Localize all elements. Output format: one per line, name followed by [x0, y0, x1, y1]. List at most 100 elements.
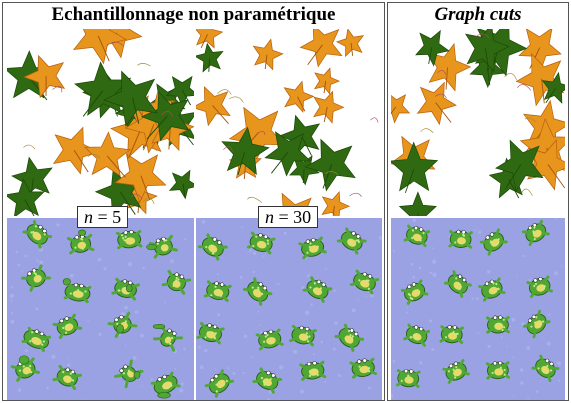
frog: [485, 360, 510, 380]
leaves-synthesis-n30: [196, 29, 382, 216]
twig: [420, 128, 434, 134]
orange-leaf: [416, 81, 457, 126]
frog: [349, 269, 380, 295]
frog: [161, 269, 192, 295]
orange-leaf: [84, 131, 132, 178]
frog: [448, 229, 473, 249]
frog: [196, 321, 225, 345]
leaves-texture-image: [196, 29, 382, 216]
label-n5-value: 5: [112, 207, 122, 227]
orange-leaf: [391, 94, 411, 124]
twig: [257, 131, 266, 135]
label-n30-variable: n: [265, 207, 274, 227]
frog: [439, 325, 464, 344]
frog: [252, 367, 283, 394]
green-leaf: [495, 139, 544, 193]
green-leaf: [304, 138, 356, 192]
frog: [67, 233, 95, 255]
frogs-synthesis-n30: [196, 218, 382, 400]
frog: [203, 280, 232, 302]
frogs-graph-cuts: [391, 218, 565, 400]
green-leaf: [103, 70, 158, 127]
twig: [229, 96, 244, 103]
frog: [111, 277, 140, 301]
frog: [442, 359, 470, 384]
frog: [336, 227, 367, 255]
frog: [298, 236, 327, 260]
green-leaf: [196, 42, 224, 73]
twig: [110, 41, 124, 46]
label-n5-variable: n: [84, 207, 93, 227]
green-leaf: [464, 29, 510, 73]
twig: [475, 33, 490, 39]
twig: [52, 86, 63, 93]
twig: [517, 84, 531, 91]
graph-cuts-title: Graph cuts: [434, 4, 522, 25]
orange-leaf: [321, 190, 351, 216]
frogs-texture-image: [7, 218, 194, 400]
frog: [115, 230, 143, 250]
frog-fragment: [116, 324, 124, 334]
orange-leaf: [313, 90, 345, 124]
frogs-texture-image: [196, 218, 382, 400]
leaves-graph-cuts: [391, 29, 565, 216]
orange-leaf: [196, 85, 231, 127]
frog: [521, 219, 550, 246]
frog: [299, 360, 327, 381]
orange-leaf: [23, 54, 66, 99]
frog: [395, 368, 421, 388]
green-leaf: [264, 131, 311, 177]
twig: [161, 110, 173, 117]
frog: [523, 309, 551, 339]
frog-fragment: [78, 229, 87, 236]
green-leaf: [541, 71, 565, 104]
label-n30: n = 30: [258, 206, 319, 228]
leaves-texture-image: [391, 29, 565, 216]
twig: [521, 188, 533, 197]
frog: [204, 369, 235, 398]
frog: [302, 276, 333, 303]
frog-fragment: [125, 284, 133, 293]
frog: [107, 311, 138, 338]
orange-leaf: [114, 152, 167, 204]
green-leaf: [398, 191, 437, 216]
frogs-synthesis-n5: [7, 218, 194, 400]
twig: [223, 146, 233, 153]
twig: [324, 171, 338, 175]
orange-leaf: [252, 38, 284, 71]
orange-leaf: [72, 29, 127, 65]
frog: [246, 231, 276, 255]
frog-fragment: [133, 370, 141, 379]
frog-fragment: [18, 355, 30, 365]
frogs-texture-image: [391, 218, 565, 400]
green-leaf: [165, 75, 194, 108]
orange-leaf: [335, 29, 365, 58]
frog-fragment: [62, 278, 71, 286]
frog: [255, 328, 284, 351]
frog-fragment: [152, 323, 166, 330]
frog: [478, 277, 506, 302]
twig: [131, 193, 143, 200]
twig: [504, 72, 517, 81]
green-leaf: [140, 90, 190, 142]
leaves-texture-image: [7, 29, 194, 216]
frog: [197, 233, 228, 261]
twig: [349, 192, 362, 197]
green-leaf: [391, 141, 439, 194]
frog: [526, 275, 553, 299]
frog: [21, 326, 52, 352]
frog: [403, 323, 431, 347]
nonparametric-sampling-group: Echantillonnage non paramétrique n = 5 n…: [2, 2, 385, 401]
twig: [23, 144, 36, 150]
orange-leaf: [283, 80, 315, 113]
frog: [334, 323, 365, 352]
frog: [479, 228, 508, 256]
frog: [400, 279, 429, 305]
frog: [114, 359, 144, 389]
graph-cuts-group: Graph cuts: [387, 2, 569, 401]
frog: [21, 264, 52, 292]
frog: [531, 354, 560, 382]
frog: [242, 277, 273, 306]
frog: [289, 324, 317, 347]
orange-leaf: [196, 29, 224, 49]
